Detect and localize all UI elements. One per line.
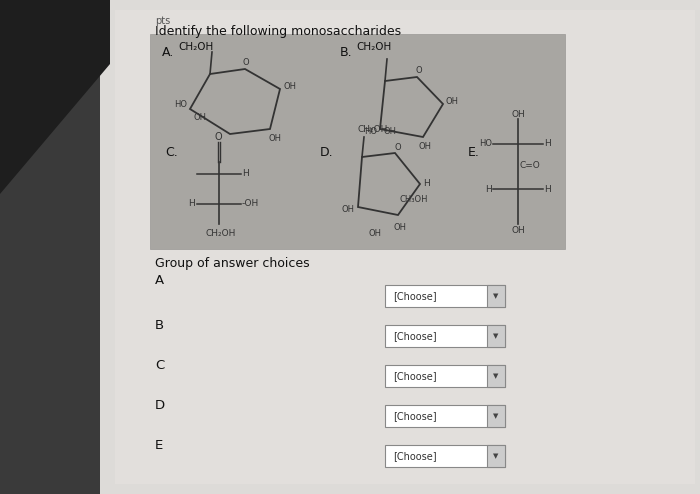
Bar — [487, 405, 505, 427]
Bar — [385, 285, 505, 307]
Text: CH₂OH: CH₂OH — [178, 42, 214, 52]
Text: -OH: -OH — [242, 200, 259, 208]
Text: C: C — [155, 359, 164, 372]
Text: HO: HO — [479, 139, 492, 149]
Text: H: H — [544, 139, 551, 149]
Text: C=O: C=O — [520, 162, 540, 170]
Text: CH₃OH: CH₃OH — [400, 195, 428, 204]
Text: ▼: ▼ — [494, 373, 498, 379]
Text: HO: HO — [364, 126, 377, 135]
Text: H: H — [544, 184, 551, 194]
Text: [Choose]: [Choose] — [393, 451, 437, 461]
Text: OH: OH — [368, 229, 382, 238]
Bar — [385, 445, 505, 467]
Text: OH: OH — [193, 113, 206, 122]
Text: D.: D. — [320, 147, 334, 160]
Text: ▼: ▼ — [494, 333, 498, 339]
Text: E.: E. — [468, 147, 480, 160]
Text: ▼: ▼ — [494, 413, 498, 419]
Bar — [385, 405, 505, 427]
Text: OH: OH — [419, 142, 431, 151]
Text: H: H — [423, 178, 430, 188]
Text: H: H — [485, 184, 492, 194]
Text: O: O — [243, 58, 249, 67]
Bar — [487, 445, 505, 467]
Text: CH₂OH: CH₂OH — [358, 125, 388, 134]
Text: [Choose]: [Choose] — [393, 371, 437, 381]
Bar — [100, 0, 700, 494]
Bar — [487, 365, 505, 387]
Text: HO: HO — [174, 100, 187, 110]
Bar — [115, 10, 695, 484]
Text: OH: OH — [383, 126, 396, 135]
Text: H: H — [242, 169, 248, 178]
Text: H: H — [188, 200, 195, 208]
Text: pts: pts — [155, 16, 170, 26]
Text: E: E — [155, 439, 163, 452]
Text: OH: OH — [342, 205, 355, 213]
Text: OH: OH — [511, 110, 525, 119]
Text: [Choose]: [Choose] — [393, 331, 437, 341]
Text: [Choose]: [Choose] — [393, 411, 437, 421]
Text: A.: A. — [162, 46, 174, 59]
Text: O: O — [416, 66, 422, 75]
Text: OH: OH — [283, 82, 296, 91]
Bar — [385, 365, 505, 387]
Text: OH: OH — [393, 223, 406, 232]
Text: OH: OH — [269, 134, 281, 143]
Text: O: O — [214, 132, 222, 142]
Bar — [100, 0, 700, 494]
Text: B: B — [155, 319, 164, 332]
Text: O: O — [395, 143, 401, 152]
Bar — [487, 285, 505, 307]
Text: CH₂OH: CH₂OH — [205, 229, 235, 238]
Text: OH: OH — [511, 226, 525, 235]
Bar — [487, 325, 505, 347]
Bar — [385, 325, 505, 347]
Text: Identify the following monosaccharides: Identify the following monosaccharides — [155, 25, 401, 38]
Text: ▼: ▼ — [494, 453, 498, 459]
Text: ▼: ▼ — [494, 293, 498, 299]
Text: Group of answer choices: Group of answer choices — [155, 257, 309, 270]
Text: D: D — [155, 399, 165, 412]
Bar — [150, 34, 565, 249]
Text: C.: C. — [165, 147, 178, 160]
Text: B.: B. — [340, 46, 353, 59]
Polygon shape — [0, 0, 110, 194]
Text: A: A — [155, 274, 164, 287]
Text: OH: OH — [446, 97, 459, 107]
Text: [Choose]: [Choose] — [393, 291, 437, 301]
Text: CH₂OH: CH₂OH — [356, 42, 391, 52]
